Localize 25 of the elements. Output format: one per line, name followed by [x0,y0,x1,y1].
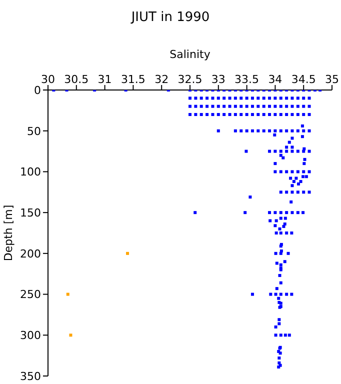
y-tick-label: 0 [34,84,41,97]
x-tick-label: 31.5 [120,73,146,86]
y-tick-label: 300 [20,329,41,342]
point [66,292,70,296]
x-tick-label: 34 [268,73,282,86]
point [69,334,72,337]
y-tick-label: 150 [20,206,41,220]
y-tick-label: 100 [20,166,41,179]
chart-title: JIUT in 1990 [130,10,211,25]
y-tick-label: 200 [20,247,41,260]
x-tick-label: 31 [98,73,112,86]
x-tick-label: 32.5 [178,73,202,86]
x-tick-label: 34.5 [291,73,316,86]
x-tick-label: 32 [154,73,169,86]
y-tick-label: 350 [20,370,41,383]
x-axis-title: Salinity [170,48,211,61]
y-tick-label: 50 [27,124,41,138]
x-tick-label: 33.5 [234,73,260,86]
x-tick-label: 30 [41,73,55,86]
point [126,252,130,255]
x-tick-label: 30.5 [64,73,89,86]
y-axis-title: Depth [m] [2,204,15,262]
x-tick-label: 33 [211,73,226,86]
y-tick-label: 250 [20,288,41,302]
x-tick-label: 35 [325,73,339,86]
